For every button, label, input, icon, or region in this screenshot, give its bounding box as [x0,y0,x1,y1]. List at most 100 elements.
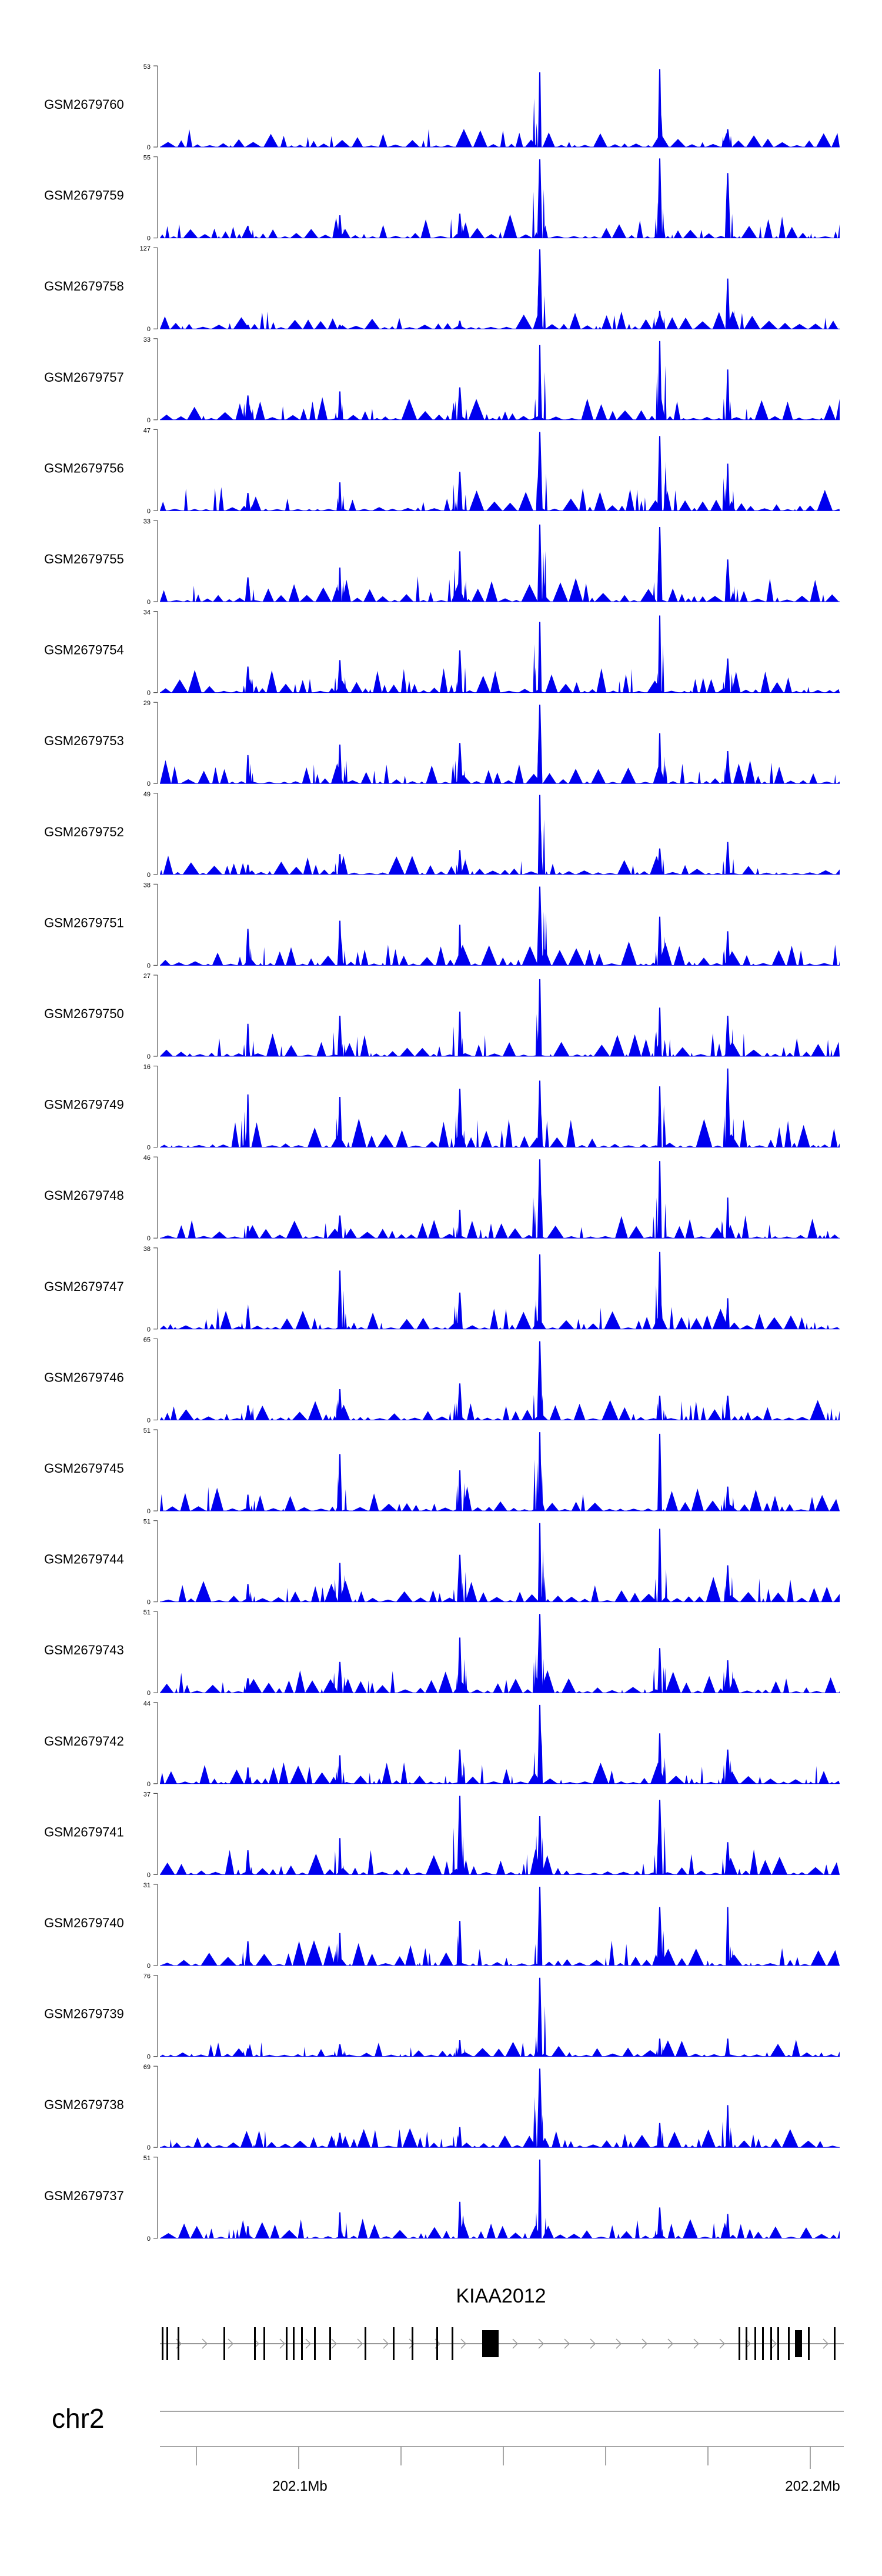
track-ymin-label: 0 [147,1871,151,1878]
coverage-peak-shoulder [726,1410,729,1420]
coverage-area [160,1215,839,1239]
coverage-peak-shoulder [248,585,251,602]
coverage-peak-shoulder [332,1032,335,1056]
gene-exon-large [795,2330,802,2357]
track-sample-label: GSM2679748 [44,1188,124,1203]
coverage-peak-shoulder [333,229,336,238]
gene-exon [314,2327,316,2360]
gene-exon [777,2327,779,2360]
track-ymax-label: 47 [143,427,151,434]
coverage-peak-shoulder [662,1930,665,1966]
strand-arrow-icon [357,2338,363,2349]
coverage-peak-shoulder [663,482,666,511]
track-sample-label: GSM2679757 [44,370,124,385]
coverage-area [160,214,840,238]
tracks-group: GSM2679760 53 0 GSM2679759 55 0 GSM2679758 127 0… [44,64,840,2243]
coverage-peak-shoulder [455,2047,457,2057]
coverage-peak-shoulder [338,2222,341,2238]
coverage-peak-shoulder [534,2036,537,2057]
coverage-peak [457,1383,463,1420]
coverage-peak-shoulder [252,589,255,602]
gene-exon [808,2327,810,2360]
coverage-peak-shoulder [656,673,659,693]
coverage-peak-shoulder [727,585,730,602]
coverage-peak-shoulder [242,1951,245,1966]
coverage-peak-shoulder [544,550,547,602]
coverage-peak-shoulder [240,2234,243,2238]
track-ymax-label: 37 [143,1791,151,1798]
coverage-peak-shoulder [456,1227,459,1239]
coverage-peak [537,2159,542,2238]
coverage-peak-shoulder [722,681,725,693]
coverage-peak-shoulder [453,569,456,602]
coverage-peak [338,745,342,784]
coverage-peak-shoulder [653,1668,656,1693]
coverage-peak-shoulder [459,1943,462,1966]
track-sample-label: GSM2679737 [44,2188,124,2203]
track-ymax-label: 55 [143,155,151,162]
coverage-peak-shoulder [252,1231,255,1239]
coverage-peak [337,1215,343,1239]
coverage-peak-shoulder [539,2007,542,2057]
coverage-peak-shoulder [721,1222,724,1239]
coverage-peak [657,1648,662,1693]
coverage-peak [657,1252,662,1329]
coverage-area [160,311,838,329]
coverage-peak [724,1842,731,1875]
coverage-peak-shoulder [534,1944,537,1966]
coverage-peak-shoulder [247,233,250,238]
coverage-peak-shoulder [336,583,339,602]
coverage-peak-shoulder [341,1043,344,1056]
coverage-peak [537,1159,543,1239]
coverage-area [160,855,840,875]
coverage-peak [657,1396,663,1420]
coverage-peak-shoulder [465,409,467,420]
coverage-peak-shoulder [654,218,657,238]
coverage-peak-shoulder [452,1026,455,1056]
coverage-peak-shoulder [536,1462,539,1511]
coverage-peak-shoulder [729,771,731,784]
coverage-peak-shoulder [663,317,666,329]
coverage-peak-shoulder [726,762,729,784]
x-tick-label: 202.1Mb [272,2478,327,2494]
coverage-peak-shoulder [731,213,734,238]
coverage-peak-shoulder [248,1684,251,1693]
gene-exon [412,2327,413,2360]
coverage-peak-shoulder [724,488,727,511]
coverage-peak-shoulder [251,773,254,784]
coverage-peak-shoulder [343,1574,346,1602]
coverage-peak [724,559,731,602]
coverage-peak-shoulder [345,760,348,784]
gene-exon [452,2327,453,2360]
coverage-peak-shoulder [461,1774,464,1784]
coverage-peak-shoulder [543,1576,546,1602]
coverage-peak-shoulder [455,1402,457,1420]
coverage-peak-shoulder [541,1837,544,1875]
coverage-peak-shoulder [456,2135,459,2148]
coverage-peak-shoulder [333,2138,336,2148]
coverage-peak-shoulder [540,1194,543,1239]
coverage-peak-shoulder [653,582,656,602]
coverage-peak [725,658,731,693]
coverage-area [160,1118,840,1147]
gene-exon [293,2327,295,2360]
coverage-peak-shoulder [662,1766,665,1784]
strand-arrow-icon [331,2338,338,2349]
coverage-peak-shoulder [338,231,340,238]
coverage-peak-shoulder [728,1411,731,1420]
track: GSM2679746 65 0 [44,1336,840,1424]
gene-exon [162,2327,163,2360]
coverage-peak [457,1796,463,1875]
coverage-peak-shoulder [653,317,656,329]
coverage-peak-shoulder [342,2052,345,2057]
coverage-peak [537,1614,543,1693]
coverage-peak-shoulder [458,1226,461,1239]
coverage-peak [657,1161,662,1239]
coverage-peak-shoulder [453,1306,456,1329]
coverage-peak-shoulder [654,1032,657,1056]
coverage-peak-shoulder [658,1303,661,1329]
coverage-peak-shoulder [343,1044,346,1056]
track: GSM2679743 51 0 [44,1609,840,1697]
coverage-peak-shoulder [457,1112,460,1147]
coverage-peak-shoulder [729,401,731,420]
